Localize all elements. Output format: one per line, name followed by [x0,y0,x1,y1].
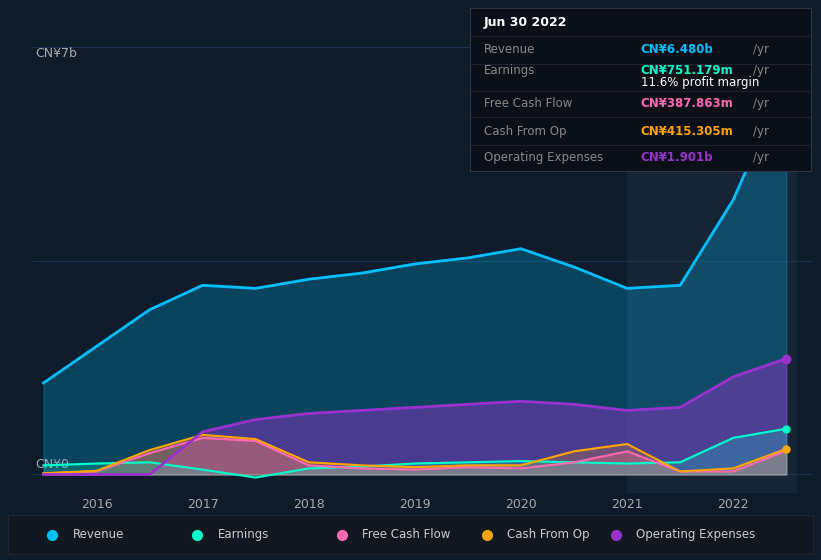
Text: CN¥7b: CN¥7b [35,47,77,60]
Text: /yr: /yr [753,124,769,138]
Text: Cash From Op: Cash From Op [484,124,566,138]
Bar [627,17,797,493]
Text: /yr: /yr [753,43,769,57]
Text: Operating Expenses: Operating Expenses [484,151,603,164]
Text: 11.6% profit margin: 11.6% profit margin [641,76,759,89]
Text: /yr: /yr [753,64,769,77]
Text: CN¥415.305m: CN¥415.305m [641,124,733,138]
Text: Revenue: Revenue [484,43,535,57]
Text: Revenue: Revenue [72,528,124,542]
Text: CN¥6.480b: CN¥6.480b [641,43,713,57]
Text: Jun 30 2022: Jun 30 2022 [484,16,567,29]
Text: /yr: /yr [753,97,769,110]
Text: Cash From Op: Cash From Op [507,528,589,542]
Text: Earnings: Earnings [484,64,535,77]
Text: CN¥0: CN¥0 [35,459,69,472]
Text: CN¥751.179m: CN¥751.179m [641,64,733,77]
Text: Operating Expenses: Operating Expenses [635,528,755,542]
Text: CN¥387.863m: CN¥387.863m [641,97,733,110]
Text: /yr: /yr [753,151,769,164]
Text: Free Cash Flow: Free Cash Flow [484,97,572,110]
Text: CN¥1.901b: CN¥1.901b [641,151,713,164]
Text: Free Cash Flow: Free Cash Flow [362,528,451,542]
Text: Earnings: Earnings [218,528,268,542]
